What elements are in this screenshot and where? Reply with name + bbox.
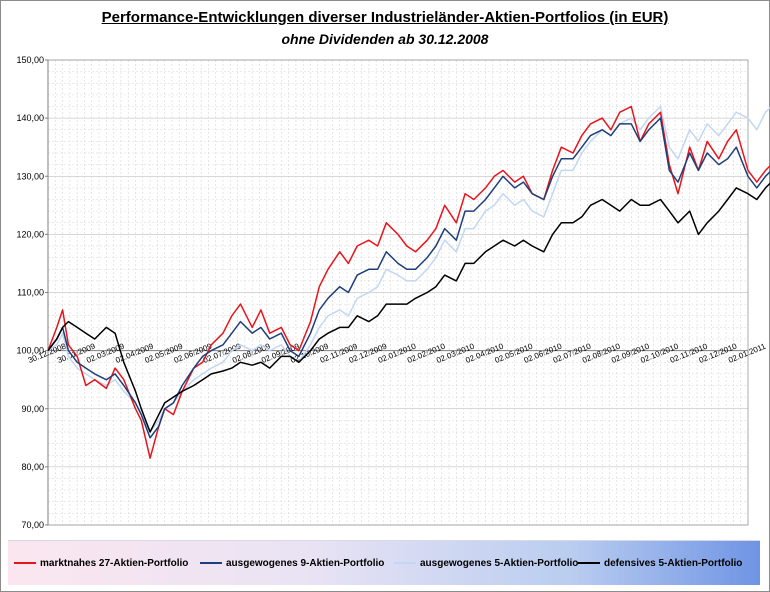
series-line-2: [47, 105, 770, 433]
y-tick-label: 140,00: [16, 113, 44, 123]
y-tick-label: 130,00: [16, 171, 44, 181]
chart-title: Performance-Entwicklungen diverser Indus…: [101, 9, 669, 26]
y-tick-label: 70,00: [21, 520, 44, 530]
legend-item-marktnahes-27: marktnahes 27-Aktien-Portfolio: [14, 555, 188, 571]
y-tick-label: 100,00: [16, 346, 44, 356]
y-tick-label: 150,00: [16, 55, 44, 65]
legend-item-ausgewogenes-9: ausgewogenes 9-Aktien-Portfolio: [200, 555, 384, 571]
legend-label: ausgewogenes 5-Aktien-Portfolio: [420, 557, 579, 569]
legend-label: ausgewogenes 9-Aktien-Portfolio: [226, 557, 385, 569]
legend-swatch: [394, 562, 416, 564]
legend-label: defensives 5-Aktien-Portfolio: [604, 557, 743, 569]
y-tick-label: 120,00: [16, 229, 44, 239]
legend-item-ausgewogenes-5: ausgewogenes 5-Aktien-Portfolio: [394, 555, 578, 571]
series-lines: [47, 105, 770, 459]
legend-swatch: [578, 562, 600, 564]
chart-subtitle: ohne Dividenden ab 30.12.2008: [281, 31, 489, 47]
legend-item-defensives-5: defensives 5-Aktien-Portfolio: [578, 555, 742, 571]
grid: [47, 59, 749, 526]
line-chart: 70,00 80,00 90,00 100,00 110,00 120,00 130,00 1…: [16, 55, 770, 530]
series-line-1: [47, 117, 770, 439]
legend: marktnahes 27-Aktien-Portfolio ausgewoge…: [8, 540, 760, 585]
y-tick-label: 90,00: [21, 404, 44, 414]
y-tick-label: 80,00: [21, 462, 44, 472]
series-line-0: [47, 105, 770, 459]
legend-swatch: [14, 562, 36, 564]
legend-label: marktnahes 27-Aktien-Portfolio: [40, 557, 189, 569]
series-line-3: [47, 182, 770, 433]
legend-swatch: [200, 562, 222, 564]
y-tick-label: 110,00: [17, 288, 44, 298]
